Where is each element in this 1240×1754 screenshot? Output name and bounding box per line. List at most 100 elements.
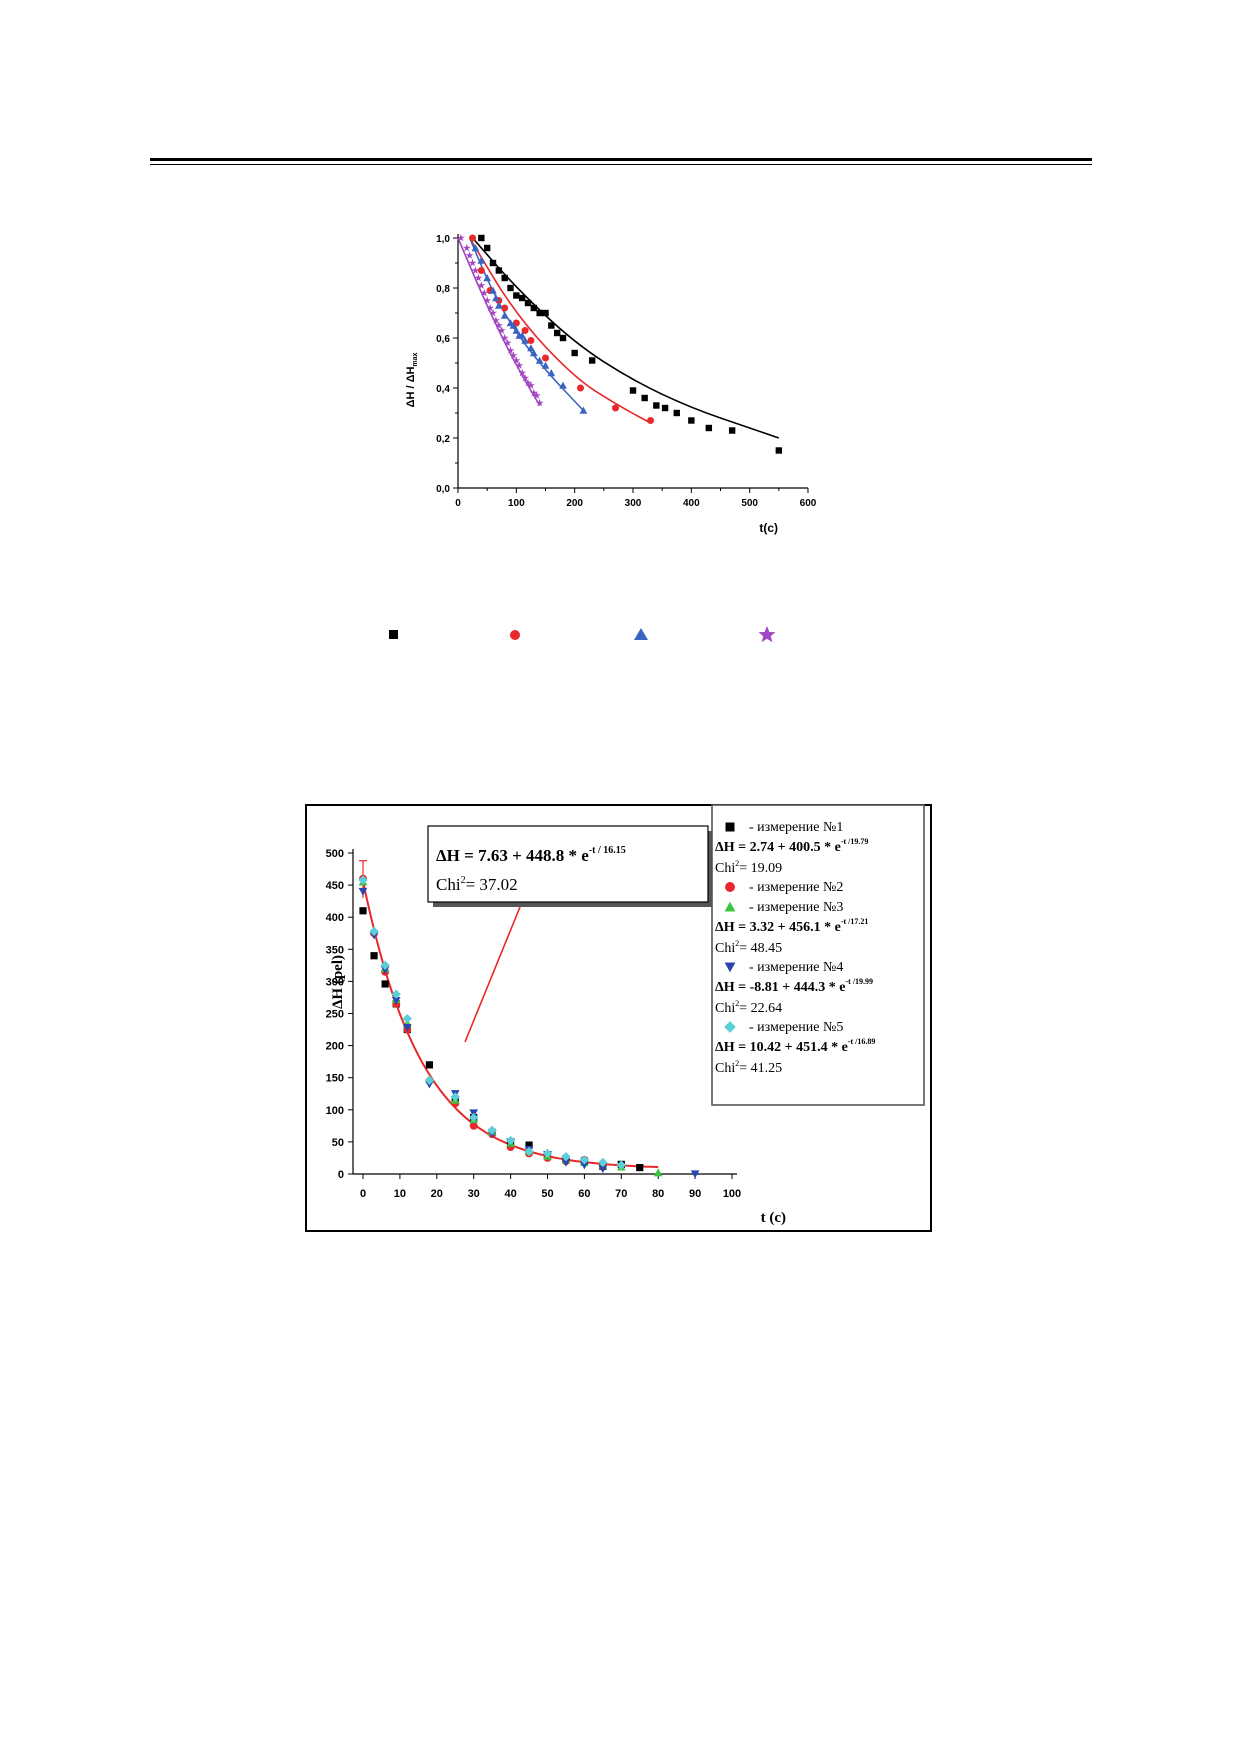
chart-1-point [646, 416, 655, 425]
legend-chi: Chi2= 22.64 [715, 999, 782, 1016]
chart-1-point [588, 357, 596, 364]
chart-2-absolute-decay: 0 10 20 30 40 50 60 70 80 90 100 0 50 100 150 200 250 300… [305, 804, 932, 1232]
chart-1-point [536, 309, 543, 317]
chart-2-point [370, 952, 378, 960]
chart-1-point [559, 381, 567, 389]
chart-2-point [391, 989, 401, 999]
chart-2-point [402, 1013, 412, 1024]
chart-2-y-tick-label: 450 [326, 880, 344, 892]
chart-1-point [486, 303, 494, 312]
chart-1-point [529, 388, 538, 397]
chart-1-point [521, 336, 529, 344]
chart-2-point [369, 926, 379, 937]
chart-2-x-tick-label: 60 [578, 1188, 590, 1200]
chart-2-x-tick-label: 80 [652, 1188, 664, 1200]
chart-1-point [653, 402, 660, 409]
chart-1-point [579, 406, 588, 414]
chart-1-point [492, 316, 500, 324]
chart-1-point [518, 294, 526, 302]
chart-2-point [636, 1163, 644, 1172]
chart-2-y-tick-label: 150 [326, 1073, 344, 1085]
chart-1-point [524, 378, 532, 387]
chart-1-x-tick-label: 0 [455, 498, 461, 509]
chart-2-point [690, 1170, 700, 1179]
chart-1-point [571, 349, 578, 357]
chart-2-point [381, 980, 389, 988]
chart-2-point [358, 875, 368, 885]
chart-1-y-tick-label: 1,0 [436, 234, 450, 245]
chart-1-point [468, 258, 477, 267]
chart-1-data-points [457, 233, 783, 454]
chart-1-point [477, 256, 486, 264]
chart-1-point [477, 281, 486, 289]
chart-2-data-points [358, 874, 700, 1179]
chart-1-point [489, 308, 497, 317]
chart-2-point [580, 1161, 589, 1170]
chart-2-x-tick-label: 100 [723, 1188, 741, 1200]
chart-1-x-tick-label: 400 [683, 498, 700, 509]
chart-2-y-tick-label: 500 [326, 848, 344, 860]
chart-1-x-tick-label: 500 [741, 498, 758, 509]
chart-1-x-tick-label: 200 [566, 498, 583, 509]
legend-circle-marker [510, 630, 520, 640]
chart-2-point [561, 1158, 571, 1167]
chart-1-point [541, 361, 550, 369]
chart-2-y-tick-label: 350 [326, 944, 344, 956]
chart-2-point [525, 1141, 533, 1149]
chart-1-point [483, 244, 491, 252]
chart-1-point [494, 301, 503, 309]
chart-1-point [641, 394, 648, 402]
chart-1-point [518, 368, 527, 377]
legend-equation: ΔH = 3.32 + 456.1 * e-t /17.21 [715, 917, 868, 935]
chart-1-point [483, 296, 492, 304]
chart-1-point [500, 333, 509, 342]
legend-equation: ΔH = -8.81 + 444.3 * e-t /19.99 [715, 977, 873, 995]
chart-1-y-axis-label: ΔH / ΔHmax [405, 352, 419, 407]
chart-2-point [391, 997, 401, 1005]
legend-series-name: - измерение №2 [749, 880, 843, 895]
legend-marker [725, 822, 735, 832]
chart-1-point [548, 322, 555, 329]
chart-1-point [553, 329, 561, 337]
chart-1-point [661, 404, 669, 412]
chart-2-x-tick-label: 30 [468, 1188, 480, 1200]
chart-1-axes: 0 100 200 300 400 500 600 0,0 0,2 0,4 0,6 0,8 1,0 [436, 234, 817, 509]
chart-1-point [527, 344, 535, 352]
chart-1-y-tick-label: 0,6 [436, 334, 450, 345]
chart-1-point [471, 266, 480, 274]
chart-1-point [532, 391, 541, 399]
chart-1-x-tick-label: 100 [508, 498, 525, 509]
legend-equation: ΔH = 2.74 + 400.5 * e-t /19.79 [715, 837, 868, 855]
chart-2-x-axis-label: t (c) [761, 1210, 786, 1226]
chart-2-point [598, 1165, 608, 1174]
chart-1-point [535, 356, 544, 364]
chart-2-point [380, 966, 390, 975]
chart-1-point [469, 234, 477, 242]
legend-marker [725, 882, 735, 892]
chart-1-point [535, 398, 544, 407]
chart-1-point [489, 286, 497, 294]
legend-marker [724, 962, 736, 973]
chart-1-point [489, 259, 497, 267]
chart-1-point [728, 427, 736, 434]
chart-1-point [509, 351, 518, 359]
chart-1-point [527, 381, 535, 389]
chart-2-x-tick-label: 50 [541, 1188, 553, 1200]
chart-2-x-tick-label: 10 [394, 1188, 406, 1200]
chart-2-y-tick-label: 100 [326, 1105, 344, 1117]
chart-1-point [512, 326, 521, 334]
legend-chi: Chi2= 48.45 [715, 939, 782, 956]
chart-1-point [515, 361, 524, 369]
chart-2-point [469, 1121, 478, 1130]
chart-1-point [501, 304, 509, 312]
fit-equation: ΔH = 7.63 + 448.8 * e-t / 16.15 [436, 845, 626, 865]
chart-1-point [494, 321, 503, 329]
chart-1-point [673, 409, 680, 417]
chart-2-y-tick-label: 200 [326, 1041, 344, 1053]
chart-2-legend-panel: - измерение №1 ΔH = 2.74 + 400.5 * e-t /1… [711, 804, 925, 1106]
chart-1-point [495, 267, 503, 274]
chart-1-y-tick-label: 0,4 [436, 384, 450, 395]
legend-chi: Chi2= 19.09 [715, 859, 782, 876]
legend-triangle-marker [634, 628, 648, 640]
chart-2-x-tick-label: 90 [689, 1188, 701, 1200]
